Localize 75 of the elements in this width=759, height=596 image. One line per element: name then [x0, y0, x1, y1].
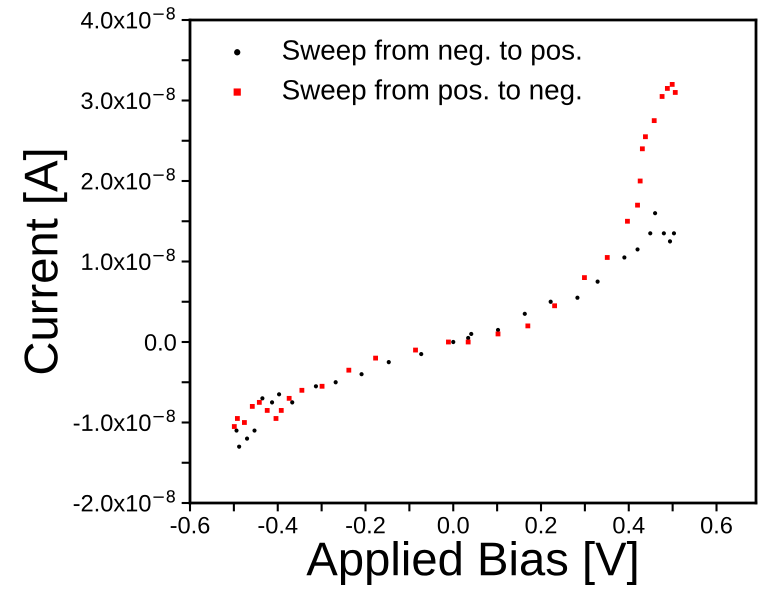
- point: [252, 428, 257, 433]
- point: [496, 332, 500, 336]
- x-tick-label: -0.6: [170, 516, 210, 534]
- point: [672, 90, 678, 95]
- legend-label: Sweep from neg. to pos.: [282, 39, 580, 66]
- point: [250, 404, 255, 409]
- point: [234, 416, 240, 421]
- point: [290, 400, 294, 404]
- point: [244, 436, 250, 441]
- point: [640, 146, 645, 152]
- point: [413, 348, 418, 352]
- point: [451, 340, 456, 344]
- point: [668, 239, 672, 244]
- point: [334, 380, 338, 384]
- point: [264, 408, 270, 413]
- point: [299, 388, 304, 393]
- point: [466, 336, 470, 340]
- point: [670, 82, 675, 87]
- point: [260, 396, 264, 400]
- point: [286, 396, 292, 401]
- point: [552, 303, 558, 308]
- point: [320, 384, 324, 389]
- point: [672, 231, 676, 236]
- y-tick-label: 1.0x10$^{−8}$: [82, 248, 175, 270]
- y-tick-label: -2.0x10$^{−8}$: [74, 490, 175, 512]
- point: [234, 428, 239, 433]
- point: [660, 94, 665, 99]
- y-tick-label: 2.0x10$^{−8}$: [82, 168, 175, 190]
- point: [625, 218, 630, 224]
- y-tick-label: 0.0: [144, 334, 176, 351]
- y-axis-title: Current [A]: [23, 150, 68, 374]
- y-tick-label: 3.0x10$^{−8}$: [81, 88, 175, 110]
- x-tick-label: 0.0: [438, 516, 469, 534]
- point: [662, 231, 666, 236]
- x-tick-label: 0.2: [526, 516, 556, 534]
- point: [237, 444, 242, 449]
- x-tick-label: 0.6: [701, 516, 732, 534]
- point: [643, 134, 648, 140]
- point: [635, 202, 640, 208]
- point: [359, 372, 364, 376]
- point: [256, 400, 262, 405]
- point: [596, 280, 600, 284]
- point: [575, 296, 580, 300]
- point: [242, 420, 247, 425]
- point: [653, 211, 658, 216]
- point: [522, 312, 527, 316]
- point: [232, 424, 237, 429]
- point: [638, 178, 643, 184]
- point: [604, 255, 610, 260]
- point: [419, 352, 424, 356]
- point: [386, 360, 391, 364]
- point: [373, 356, 378, 361]
- point: [314, 384, 318, 388]
- point: [446, 340, 451, 344]
- x-tick-label: 0.4: [613, 516, 644, 534]
- legend-label: Sweep from pos. to neg.: [282, 79, 580, 106]
- y-tick-label: -1.0x10$^{−8}$: [74, 410, 175, 432]
- point: [466, 340, 471, 344]
- point: [276, 392, 282, 396]
- point: [548, 300, 553, 304]
- point: [525, 323, 530, 328]
- point: [648, 231, 652, 236]
- x-tick-label: -0.4: [258, 516, 298, 534]
- point: [622, 255, 626, 260]
- point: [274, 416, 278, 421]
- x-axis-title: Applied Bias [V]: [306, 540, 636, 585]
- x-tick-label: -0.2: [346, 516, 385, 534]
- point: [664, 86, 670, 91]
- y-tick-label: 4.0x10$^{−8}$: [81, 7, 175, 29]
- point: [635, 247, 640, 252]
- point: [278, 408, 284, 413]
- point: [652, 118, 657, 124]
- point: [469, 332, 474, 336]
- point: [582, 275, 587, 280]
- point: [270, 400, 274, 404]
